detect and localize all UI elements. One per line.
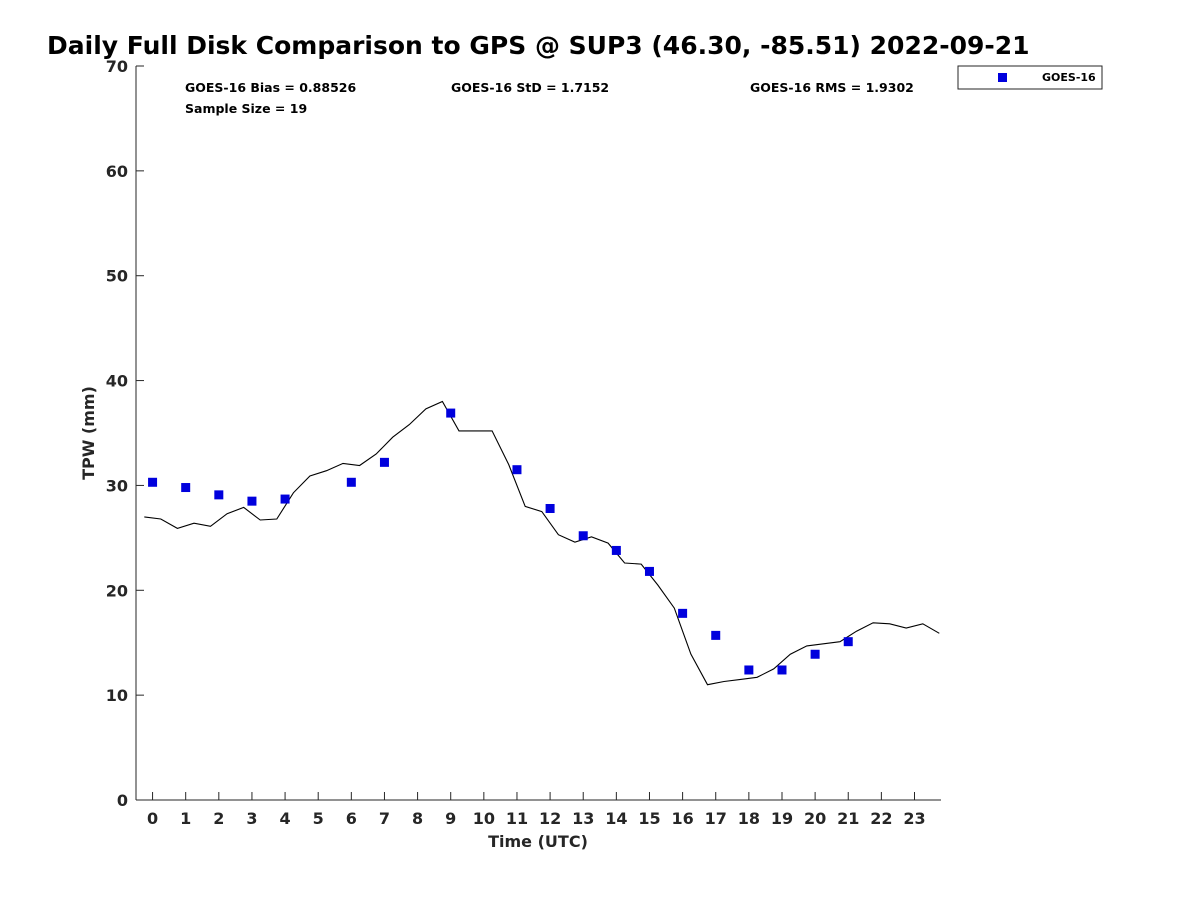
x-tick-label: 21 (837, 809, 859, 828)
x-tick-label: 10 (473, 809, 495, 828)
x-tick-label: 13 (572, 809, 594, 828)
y-tick-label: 10 (106, 686, 128, 705)
goes16-point (810, 649, 820, 659)
x-tick-label: 20 (804, 809, 826, 828)
x-tick-label: 23 (903, 809, 925, 828)
std-stat: GOES-16 StD = 1.7152 (451, 80, 609, 95)
goes16-point (446, 408, 456, 418)
x-tick-label: 18 (738, 809, 760, 828)
stats-block: GOES-16 Bias = 0.88526 GOES-16 StD = 1.7… (185, 80, 914, 116)
x-tick-label: 9 (445, 809, 456, 828)
goes16-point (247, 496, 257, 506)
x-tick-label: 22 (870, 809, 892, 828)
x-tick-label: 19 (771, 809, 793, 828)
x-tick-label: 8 (412, 809, 423, 828)
y-tick-label: 40 (106, 372, 128, 391)
goes16-point (843, 637, 853, 647)
x-tick-label: 0 (147, 809, 158, 828)
x-tick-label: 1 (180, 809, 191, 828)
y-axis-label: TPW (mm) (79, 386, 98, 480)
goes16-point (214, 490, 224, 500)
x-tick-label: 4 (280, 809, 291, 828)
legend-marker-goes16 (998, 73, 1007, 82)
goes16-point (611, 545, 621, 555)
x-tick-label: 5 (313, 809, 324, 828)
goes16-point (148, 477, 158, 487)
legend-label-goes16: GOES-16 (1042, 71, 1096, 84)
goes16-point (578, 531, 588, 541)
y-tick-label: 30 (106, 476, 128, 495)
goes16-point (346, 477, 356, 487)
x-axis-label: Time (UTC) (488, 832, 588, 851)
bias-stat: GOES-16 Bias = 0.88526 (185, 80, 356, 95)
goes16-point (545, 503, 555, 513)
goes16-point (512, 465, 522, 475)
rms-stat: GOES-16 RMS = 1.9302 (750, 80, 914, 95)
x-tick-label: 2 (213, 809, 224, 828)
x-tick-label: 12 (539, 809, 561, 828)
sample-size-stat: Sample Size = 19 (185, 101, 307, 116)
y-tick-label: 0 (117, 791, 128, 810)
x-tick-label: 11 (506, 809, 528, 828)
goes16-point (744, 665, 754, 675)
y-tick-label: 70 (106, 57, 128, 76)
plot-marks (144, 400, 940, 686)
goes16-point (678, 608, 688, 618)
goes16-point (280, 494, 290, 504)
x-tick-label: 3 (246, 809, 257, 828)
x-tick-label: 17 (705, 809, 727, 828)
y-tick-label: 60 (106, 162, 128, 181)
chart-title: Daily Full Disk Comparison to GPS @ SUP3… (47, 31, 1030, 60)
x-tick-label: 16 (671, 809, 693, 828)
x-tick-label: 6 (346, 809, 357, 828)
goes16-point (379, 457, 389, 467)
x-tick-label: 15 (638, 809, 660, 828)
y-tick-label: 20 (106, 581, 128, 600)
legend-box (957, 65, 1103, 90)
legend: GOES-16 (957, 65, 1103, 90)
goes16-point (711, 630, 721, 640)
goes16-point (181, 483, 191, 493)
goes16-point (644, 566, 654, 576)
x-tick-label: 7 (379, 809, 390, 828)
gps-tpw-line (144, 400, 940, 686)
x-tick-label: 14 (605, 809, 627, 828)
y-tick-label: 50 (106, 267, 128, 286)
goes16-point (777, 665, 787, 675)
